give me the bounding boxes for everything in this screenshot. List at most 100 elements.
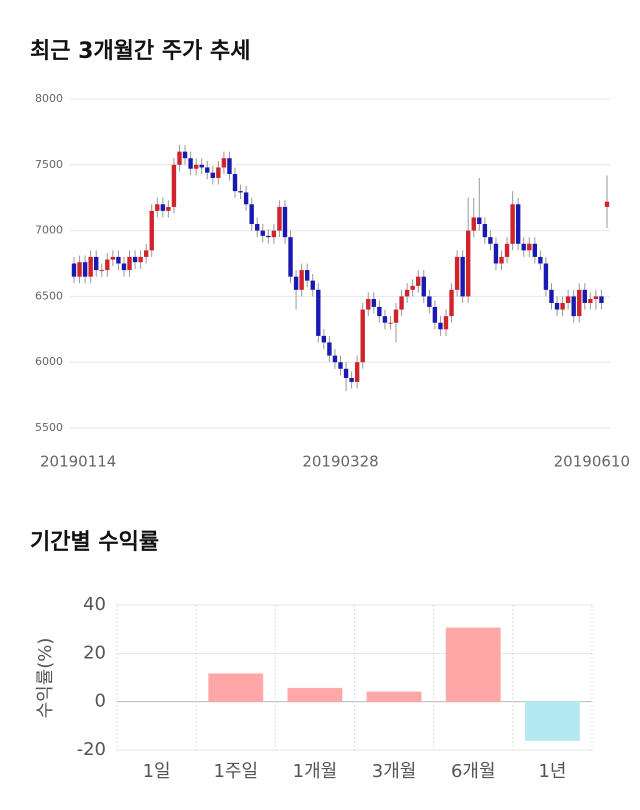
candle-body [193,164,199,169]
candle-body [271,230,277,238]
candle-body [77,262,82,277]
candle-body [171,164,177,207]
bar [524,701,580,741]
candle-body [82,262,88,277]
y-tick-label: -20 [77,739,106,760]
candle-body [177,151,182,165]
x-tick-label: 6개월 [451,761,496,782]
candle-body [216,167,221,178]
candle-body [366,299,371,310]
candle-body [377,306,382,317]
candle-body [515,204,521,244]
x-tick-label: 20190328 [302,453,378,471]
candle-body [127,256,132,271]
candle-body [482,224,488,238]
x-tick-label: 20190610 [554,453,630,471]
candle-body [316,289,321,336]
x-tick-label: 1년 [538,761,566,782]
candle-body [477,217,482,225]
candle-body [549,289,554,303]
candle-body [543,263,549,290]
candle-body [432,306,438,323]
candle-body [565,296,571,303]
candle-body [354,362,360,382]
candle-body [382,316,388,323]
x-tick-label: 1개월 [293,761,338,782]
candle-body [421,276,426,297]
candle-body [288,237,293,277]
candle-body [260,230,265,236]
candle-body [188,158,193,169]
bar [366,691,422,703]
bar [208,673,264,703]
candle-body [138,256,143,263]
candle-body [277,206,282,231]
candle-body [449,289,454,317]
candle-body [105,259,110,271]
candle-body [493,243,499,264]
x-tick-label: 3개월 [372,761,417,782]
candle-body [99,270,104,272]
candle-body [310,280,315,290]
candle-body [332,355,338,363]
y-tick-label: 7500 [35,158,63,171]
candle-body [282,206,288,238]
candle-body [371,299,377,307]
bar [287,687,343,703]
candle-body [149,210,154,251]
candle-body [582,289,587,303]
candle-body [116,256,121,264]
candle-body [71,263,77,277]
candle-body [410,285,415,290]
candle-body [249,204,254,225]
y-tick-label: 6000 [35,355,63,368]
candle-body [571,296,576,317]
candle-body [488,237,493,244]
candle-body [321,335,327,343]
x-tick-label: 1일 [143,761,171,782]
candle-body [143,250,149,257]
candle-body [416,276,421,286]
candle-body [155,204,160,211]
candle-body [399,296,404,310]
candle-body [499,256,504,264]
candle-body [527,243,532,251]
candle-body [532,243,538,257]
x-tick-label: 1주일 [213,761,258,782]
candle-body [243,192,249,205]
candle-body [110,256,116,260]
candle-body [454,256,460,290]
y-tick-label: 20 [83,642,106,663]
candle-body [593,296,599,300]
chart-title: 최근 3개월간 주가 추세 [30,39,250,64]
candle-body [255,224,260,231]
candle-body [132,256,138,263]
candle-body [460,256,465,297]
candle-body [227,158,232,175]
chart-title: 기간별 수익률 [30,530,159,555]
candle-body [538,256,543,264]
y-tick-label: 6500 [35,289,63,302]
y-tick-label: 40 [83,594,106,615]
candle-body [360,309,365,363]
candle-body [88,256,93,277]
candle-body [510,204,515,244]
candle-body [577,289,582,317]
candle-body [121,263,127,271]
y-tick-label: 8000 [35,92,63,105]
candle-body [210,172,216,178]
bar [445,627,501,703]
candle-body [221,158,227,168]
candle-body [388,322,393,324]
candle-body [205,167,210,173]
candle-body [343,368,349,378]
candle-body [554,302,560,310]
candle-body [465,230,471,297]
x-tick-label: 20190114 [40,453,116,471]
candle-body [560,302,565,310]
candle-body [438,322,443,330]
candle-body [443,316,449,330]
candle-body [232,174,238,192]
